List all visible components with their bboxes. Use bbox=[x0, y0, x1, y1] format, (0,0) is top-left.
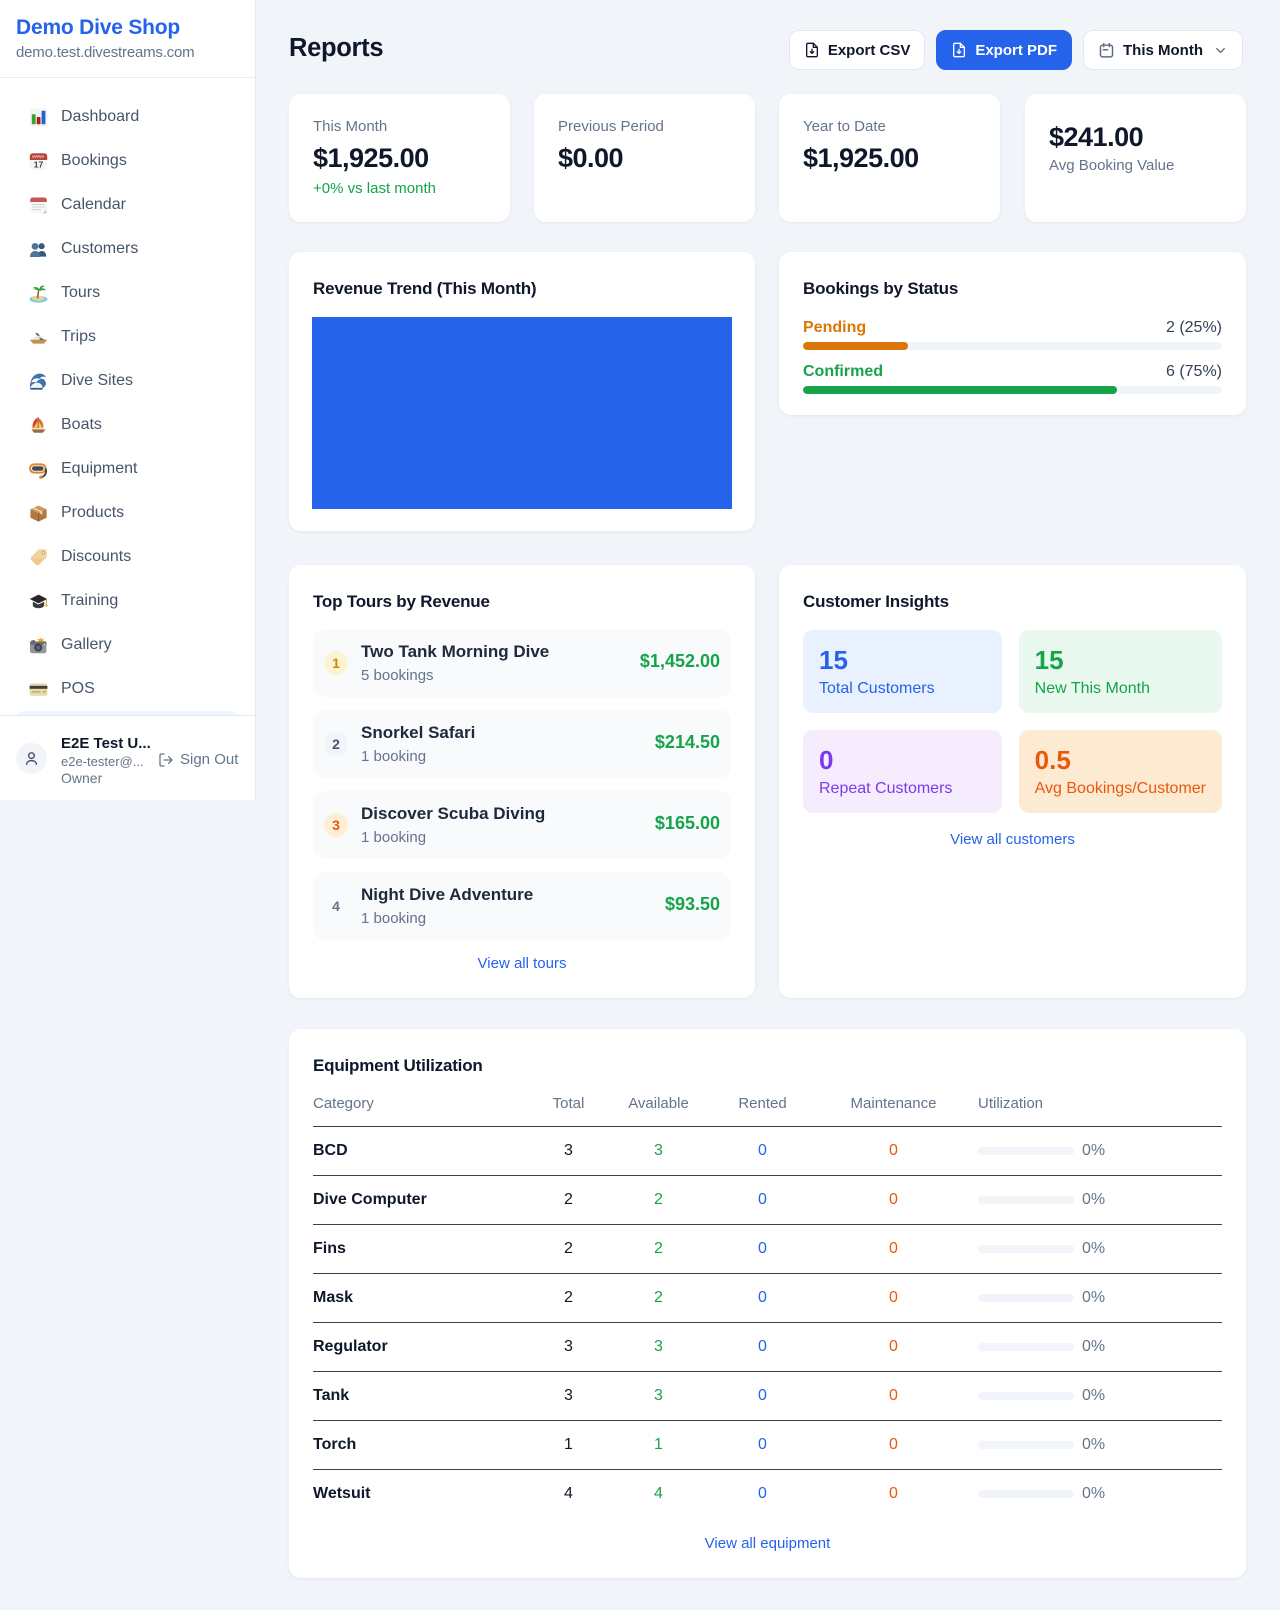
svg-text:17: 17 bbox=[34, 159, 44, 169]
